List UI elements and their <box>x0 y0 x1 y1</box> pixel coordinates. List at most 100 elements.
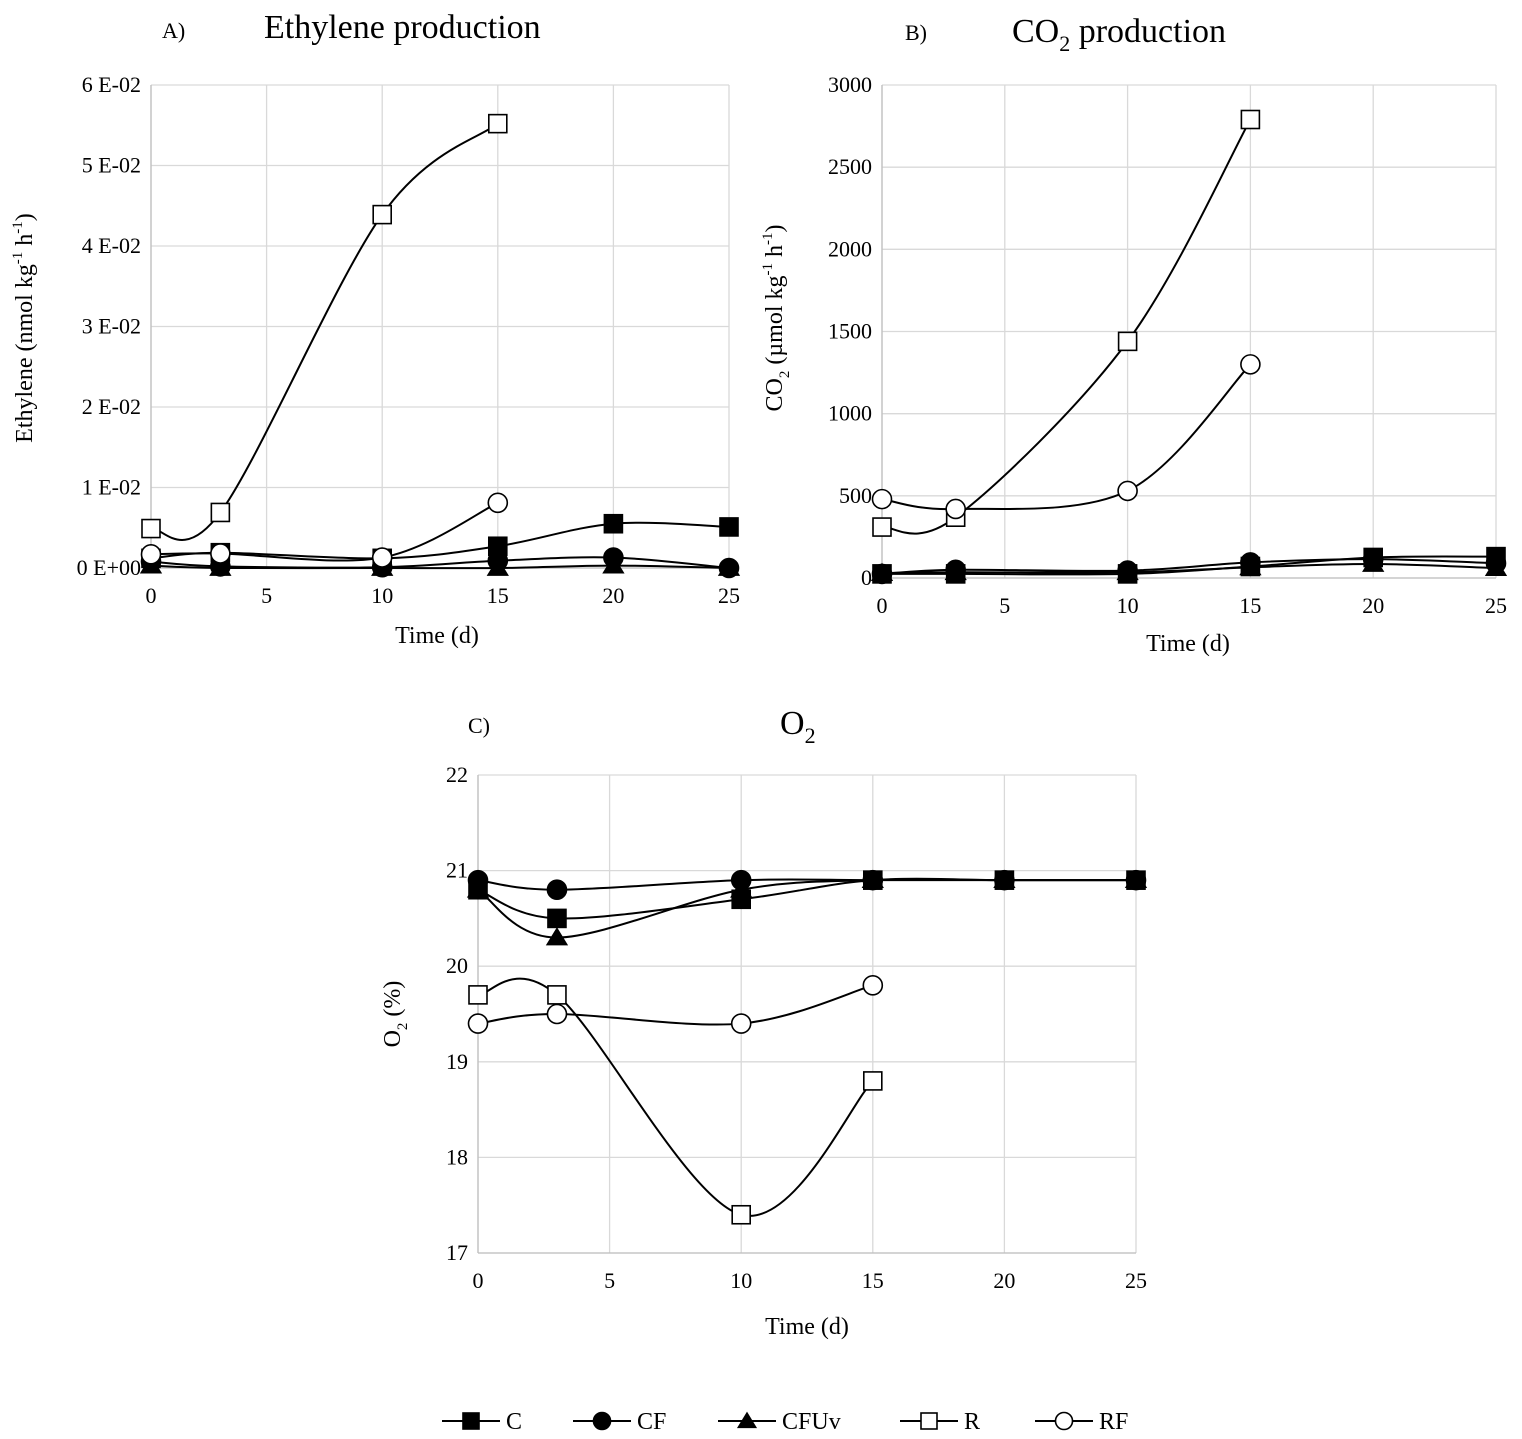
series-line <box>477 977 874 1217</box>
data-point <box>546 1003 568 1025</box>
series-layer <box>466 869 1148 1225</box>
grid <box>150 84 730 569</box>
y-tick-label: 3 E-02 <box>82 314 141 339</box>
y-axis-label: O2 (%) <box>380 981 411 1048</box>
x-tick-label: 0 <box>877 593 888 618</box>
y-tick-label: 3000 <box>828 72 872 97</box>
series-RF <box>140 492 509 568</box>
y-axis-label: Ethylene (nmol kg-1 h-1) <box>10 213 38 443</box>
data-point <box>861 869 884 889</box>
legend-label: CF <box>637 1409 666 1435</box>
data-point <box>862 1071 883 1091</box>
data-point <box>468 985 488 1005</box>
data-point <box>603 513 624 534</box>
x-tick-label: 15 <box>1239 593 1261 618</box>
legend-marker <box>736 1411 758 1429</box>
data-point <box>1117 331 1138 352</box>
series-R <box>141 113 508 541</box>
x-tick-label: 20 <box>1362 593 1384 618</box>
data-point <box>731 1204 752 1225</box>
legend-item-R: R <box>900 1409 980 1435</box>
data-point <box>717 557 741 576</box>
x-tick-label: 15 <box>487 583 509 608</box>
y-tick-label: 18 <box>446 1144 468 1169</box>
series-R <box>872 109 1261 537</box>
y-tick-label: 5 E-02 <box>82 153 141 178</box>
y-tick-label: 2 E-02 <box>82 394 141 419</box>
x-tick-label: 10 <box>371 583 393 608</box>
data-point <box>467 1013 489 1034</box>
y-tick-label: 0 <box>861 565 872 590</box>
data-point <box>486 557 509 576</box>
data-point <box>1124 869 1148 889</box>
x-axis-ticks: 0 5 10 15 20 25 <box>877 593 1508 618</box>
y-tick-label: 17 <box>446 1240 468 1265</box>
legend-marker <box>920 1412 938 1430</box>
y-tick-label: 19 <box>446 1049 468 1074</box>
data-point <box>870 562 894 581</box>
y-tick-label: 500 <box>839 483 872 508</box>
x-tick-label: 20 <box>602 583 624 608</box>
data-point <box>547 985 567 1005</box>
series-line <box>150 122 499 541</box>
chart-title: O2 <box>780 705 816 748</box>
data-point <box>372 204 393 225</box>
series-layer <box>139 113 741 579</box>
panel-ethylene: A) Ethylene production 0 5 10 15 20 25 0 E+00… <box>10 9 741 649</box>
x-tick-label: 25 <box>1125 1268 1147 1293</box>
y-tick-label: 6 E-02 <box>82 72 141 97</box>
data-point <box>945 498 966 520</box>
series-line <box>881 363 1252 511</box>
x-tick-label: 0 <box>146 583 157 608</box>
x-axis-label: Time (d) <box>395 623 479 649</box>
data-point <box>1484 557 1508 577</box>
grid <box>881 84 1497 579</box>
y-tick-label: 1500 <box>828 319 872 344</box>
data-point <box>871 488 893 510</box>
data-point <box>872 517 892 537</box>
legend-item-C: C <box>442 1409 522 1435</box>
x-axis-label: Time (d) <box>765 1314 849 1340</box>
x-tick-label: 5 <box>261 583 272 608</box>
data-point <box>1239 556 1262 576</box>
y-tick-label: 0 E+00 <box>77 555 141 580</box>
data-point <box>1117 480 1138 502</box>
series-RF <box>871 354 1261 520</box>
y-tick-label: 4 E-02 <box>82 233 141 258</box>
data-point <box>140 544 162 565</box>
panel-label: B) <box>905 20 927 45</box>
legend-item-CFUv: CFUv <box>718 1409 841 1435</box>
x-tick-label: 15 <box>862 1268 884 1293</box>
data-point <box>1240 109 1261 130</box>
x-axis-label: Time (d) <box>1146 631 1230 657</box>
panel-label: C) <box>468 713 490 738</box>
data-point <box>139 555 163 574</box>
series-layer <box>870 109 1508 585</box>
data-point <box>730 1013 752 1034</box>
data-point <box>1362 553 1385 572</box>
panel-label: A) <box>162 18 185 43</box>
y-tick-label: 2000 <box>828 236 872 261</box>
y-tick-label: 1 E-02 <box>82 475 141 500</box>
x-tick-label: 25 <box>718 583 740 608</box>
series-line <box>881 119 1252 535</box>
legend-label: C <box>506 1409 522 1435</box>
data-point <box>210 502 231 523</box>
data-point <box>719 517 739 537</box>
legend-label: RF <box>1099 1409 1128 1435</box>
x-axis-ticks: 0 5 10 15 20 25 <box>473 1268 1148 1293</box>
data-point <box>210 543 231 564</box>
panel-o2: C) O2 0 5 10 15 20 25 17 18 19 20 21 22 Time (d) O… <box>380 705 1148 1340</box>
y-axis-label: CO2 (µmol kg-1 h-1) <box>760 225 793 412</box>
legend-item-RF: RF <box>1035 1409 1128 1435</box>
data-point <box>466 879 490 898</box>
series-line <box>150 501 499 562</box>
y-tick-label: 21 <box>446 858 468 883</box>
legend-marker <box>462 1412 480 1430</box>
panel-co2: B) CO2 production 0 5 10 15 20 25 0 500 1000 150… <box>760 13 1508 657</box>
data-point <box>209 557 232 576</box>
data-point <box>944 561 967 581</box>
data-point <box>1240 354 1261 375</box>
legend-item-CF: CF <box>573 1409 666 1435</box>
data-point <box>141 518 161 539</box>
